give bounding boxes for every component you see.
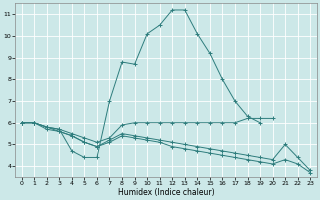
X-axis label: Humidex (Indice chaleur): Humidex (Indice chaleur): [118, 188, 214, 197]
